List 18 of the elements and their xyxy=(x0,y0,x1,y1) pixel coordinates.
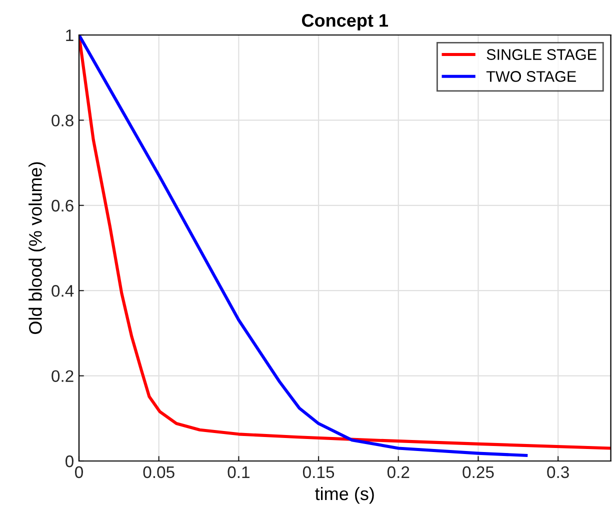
x-tick-label: 0 xyxy=(75,466,83,478)
x-axis-title: time (s) xyxy=(315,486,374,504)
x-tick-label: 0.3 xyxy=(547,466,569,478)
x-tick-label: 0.25 xyxy=(462,466,494,478)
y-tick-label: 0.4 xyxy=(52,285,74,297)
x-tick-label: 0.1 xyxy=(228,466,250,478)
y-tick-label: 0.2 xyxy=(52,370,74,382)
legend-label: SINGLE STAGE xyxy=(486,49,596,60)
y-axis-title: Old blood (% volume) xyxy=(28,162,46,334)
y-tick-label: 0 xyxy=(66,455,74,468)
x-tick-label: 0.15 xyxy=(302,466,334,478)
legend-label: TWO STAGE xyxy=(486,71,576,82)
x-tick-label: 0.05 xyxy=(143,466,174,478)
y-tick-label: 0.6 xyxy=(52,200,74,212)
x-tick-label: 0.2 xyxy=(387,466,410,478)
y-tick-label: 1 xyxy=(66,30,74,42)
chart-title: Concept 1 xyxy=(302,14,388,30)
y-tick-label: 0.8 xyxy=(52,114,74,126)
